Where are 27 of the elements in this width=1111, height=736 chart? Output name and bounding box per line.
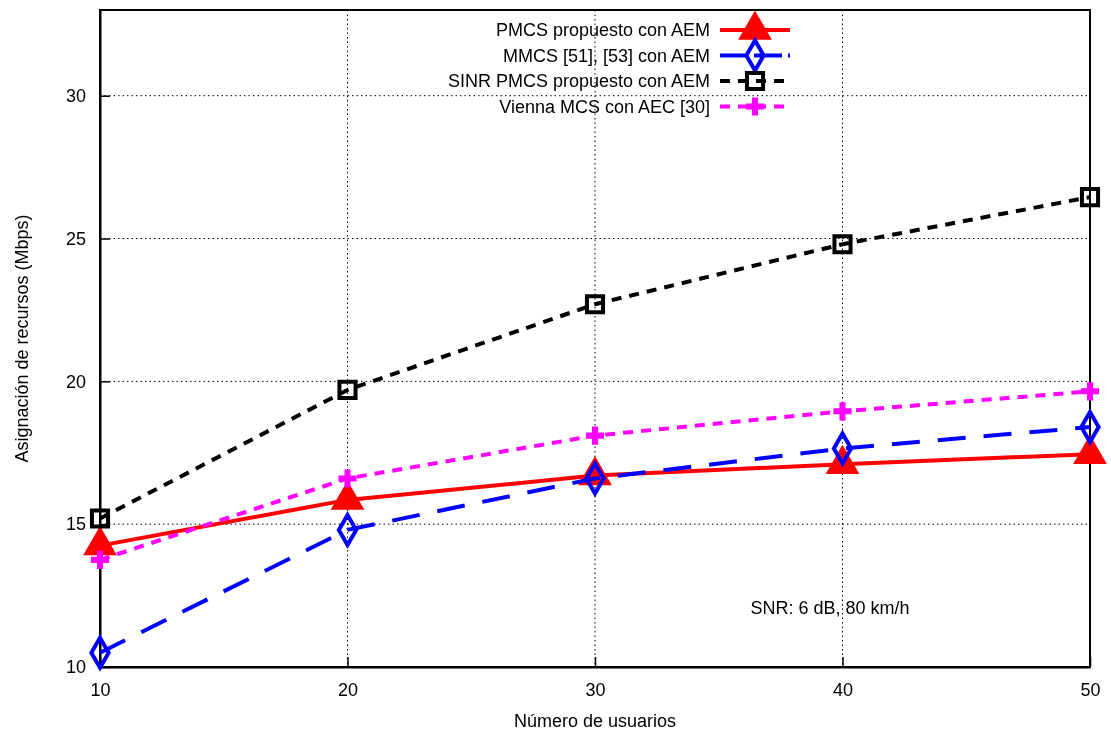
- point: [832, 234, 853, 255]
- legend-label: PMCS propuesto con AEM: [495, 20, 710, 40]
- x-tick-label: 30: [585, 679, 606, 700]
- x-tick-label: 40: [832, 679, 854, 700]
- x-tick-label: 10: [90, 679, 111, 700]
- point: [337, 379, 358, 400]
- point: [89, 508, 111, 529]
- x-tick-label: 20: [337, 679, 359, 700]
- point: [90, 550, 110, 569]
- point: [585, 426, 605, 445]
- point: [338, 469, 357, 488]
- y-tick-label: 20: [65, 371, 86, 392]
- y-axis-title: Asignación de recursos (Mbps): [12, 214, 32, 463]
- point: [1079, 187, 1101, 208]
- annotation: SNR: 6 dB, 80 km/h: [750, 598, 910, 618]
- y-tick-label: 30: [65, 85, 86, 106]
- legend-label: Vienna MCS con AEC [30]: [499, 96, 710, 117]
- point: [1080, 382, 1100, 401]
- x-tick-label: 50: [1080, 679, 1101, 700]
- y-tick-label: 15: [65, 514, 86, 535]
- point: [584, 294, 606, 315]
- point: [833, 402, 852, 421]
- y-tick-label: 25: [65, 228, 86, 249]
- y-tick-label: 10: [65, 657, 86, 678]
- x-axis-title: Número de usuarios: [513, 711, 677, 731]
- legend-label: MMCS [51], [53] con AEM: [502, 45, 710, 66]
- legend-label: SINR PMCS propuesto con AEM: [447, 71, 710, 91]
